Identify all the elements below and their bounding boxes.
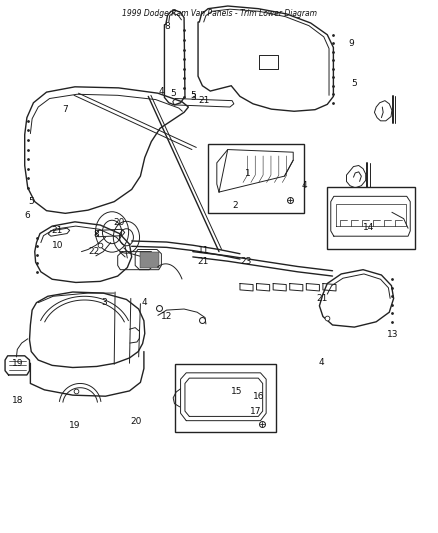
- Text: 21: 21: [198, 96, 209, 105]
- Text: 5: 5: [190, 91, 196, 100]
- Text: 21: 21: [52, 226, 63, 235]
- Text: 3: 3: [190, 93, 196, 102]
- Text: 7: 7: [63, 104, 68, 114]
- Text: 5: 5: [28, 197, 34, 206]
- Text: 19: 19: [69, 422, 81, 431]
- Text: 4: 4: [159, 86, 164, 95]
- Text: 9: 9: [348, 39, 354, 48]
- Text: 2: 2: [233, 201, 238, 210]
- Text: 19: 19: [12, 359, 24, 368]
- Text: 11: 11: [198, 246, 209, 255]
- Text: 12: 12: [161, 312, 172, 321]
- Text: 23: 23: [240, 257, 251, 265]
- Text: 20: 20: [114, 219, 125, 228]
- Text: 4: 4: [301, 181, 307, 190]
- Text: 21: 21: [316, 294, 328, 303]
- FancyBboxPatch shape: [208, 144, 304, 213]
- Text: 6: 6: [24, 211, 30, 220]
- Text: 14: 14: [363, 223, 374, 232]
- Text: 8: 8: [94, 230, 99, 239]
- Text: 10: 10: [52, 241, 63, 250]
- Text: 5: 5: [351, 78, 357, 87]
- Text: 3: 3: [101, 298, 107, 307]
- Text: 8: 8: [165, 22, 170, 31]
- FancyBboxPatch shape: [327, 187, 415, 249]
- Text: 16: 16: [253, 392, 264, 401]
- FancyBboxPatch shape: [175, 365, 276, 432]
- Text: 1: 1: [245, 169, 251, 179]
- Text: 4: 4: [319, 358, 325, 367]
- Text: 1999 Dodge Ram Van Panels - Trim Lower Diagram: 1999 Dodge Ram Van Panels - Trim Lower D…: [121, 9, 317, 18]
- Text: 18: 18: [12, 396, 24, 405]
- Text: 17: 17: [250, 407, 261, 416]
- FancyBboxPatch shape: [140, 252, 159, 268]
- Text: 22: 22: [88, 247, 99, 256]
- Text: 4: 4: [142, 297, 148, 306]
- Text: 21: 21: [198, 257, 209, 265]
- Text: 15: 15: [231, 387, 242, 397]
- Text: 5: 5: [171, 88, 177, 98]
- Text: 20: 20: [131, 417, 142, 426]
- Text: 13: 13: [387, 330, 399, 339]
